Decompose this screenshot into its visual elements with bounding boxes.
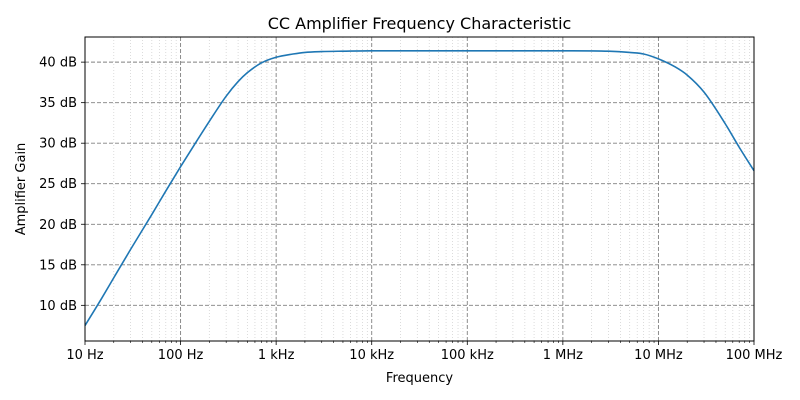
series-layer bbox=[84, 49, 755, 327]
x-axis-title: Frequency bbox=[386, 371, 453, 386]
x-tick-label: 1 kHz bbox=[258, 348, 295, 363]
y-tick-label: 15 dB bbox=[39, 258, 77, 273]
x-tick-label: 100 Hz bbox=[158, 348, 204, 363]
x-axis: 10 Hz 100 Hz 1 kHz 10 kHz 100 kHz 1 MHz 10 MHz… bbox=[66, 341, 783, 363]
y-tick-label: 30 dB bbox=[39, 137, 77, 152]
x-tick-label: 100 MHz bbox=[726, 348, 783, 363]
x-tick-label: 10 MHz bbox=[634, 348, 683, 363]
y-tick-label: 40 dB bbox=[39, 56, 77, 71]
y-axis-title: Amplifier Gain bbox=[14, 143, 29, 236]
x-tick-label: 1 MHz bbox=[543, 348, 583, 363]
major-grid bbox=[84, 37, 755, 341]
x-tick-label: 100 kHz bbox=[441, 348, 494, 363]
y-tick-label: 20 dB bbox=[39, 218, 77, 233]
plot-frame bbox=[84, 36, 755, 342]
gain-series-line bbox=[84, 49, 755, 327]
chart-title: CC Amplifier Frequency Characteristic bbox=[268, 14, 572, 33]
y-axis: 10 dB 15 dB 20 dB 25 dB 30 dB 35 dB 40 dB bbox=[39, 56, 85, 314]
y-tick-label: 25 dB bbox=[39, 177, 77, 192]
x-tick-label: 10 kHz bbox=[349, 348, 394, 363]
y-tick-label: 35 dB bbox=[39, 96, 77, 111]
y-tick-label: 10 dB bbox=[39, 299, 77, 314]
x-tick-label: 10 Hz bbox=[66, 348, 103, 363]
